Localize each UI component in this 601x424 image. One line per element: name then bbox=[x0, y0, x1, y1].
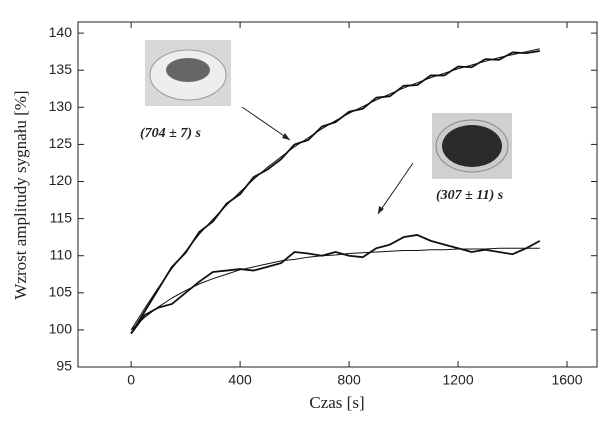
arrow-head bbox=[378, 206, 384, 214]
x-tick-label: 800 bbox=[337, 372, 361, 388]
series-line bbox=[130, 247, 540, 331]
x-tick-label: 400 bbox=[228, 372, 252, 388]
x-tick-label: 1600 bbox=[551, 372, 582, 388]
arrow-head bbox=[282, 133, 290, 140]
y-tick-label: 95 bbox=[56, 358, 72, 374]
plot-frame bbox=[77, 21, 598, 368]
annotation: (704 ± 7) s bbox=[140, 126, 202, 141]
y-tick-label: 100 bbox=[49, 321, 73, 337]
y-tick-label: 105 bbox=[49, 284, 73, 300]
series-line bbox=[130, 50, 540, 335]
x-tick-label: 0 bbox=[127, 372, 135, 388]
photo-upper bbox=[145, 40, 231, 106]
series-line bbox=[130, 48, 540, 331]
series-line bbox=[130, 234, 541, 335]
x-tick-label: 1200 bbox=[442, 372, 473, 388]
arrow bbox=[377, 162, 414, 215]
y-axis-title: Wzrost amplitudy sygnału [%] bbox=[11, 90, 30, 299]
y-tick-label: 120 bbox=[49, 172, 73, 188]
y-tick-label: 110 bbox=[50, 246, 73, 262]
x-axis-title: Czas [s] bbox=[309, 393, 364, 412]
y-tick-label: 115 bbox=[50, 209, 73, 225]
y-tick-label: 135 bbox=[49, 61, 73, 77]
annotation: (307 ± 11) s bbox=[436, 188, 504, 203]
y-tick-label: 130 bbox=[49, 98, 73, 114]
arrow bbox=[241, 106, 291, 141]
photo-lower bbox=[432, 113, 512, 179]
y-tick-label: 125 bbox=[49, 135, 73, 151]
y-tick-label: 140 bbox=[49, 24, 73, 40]
